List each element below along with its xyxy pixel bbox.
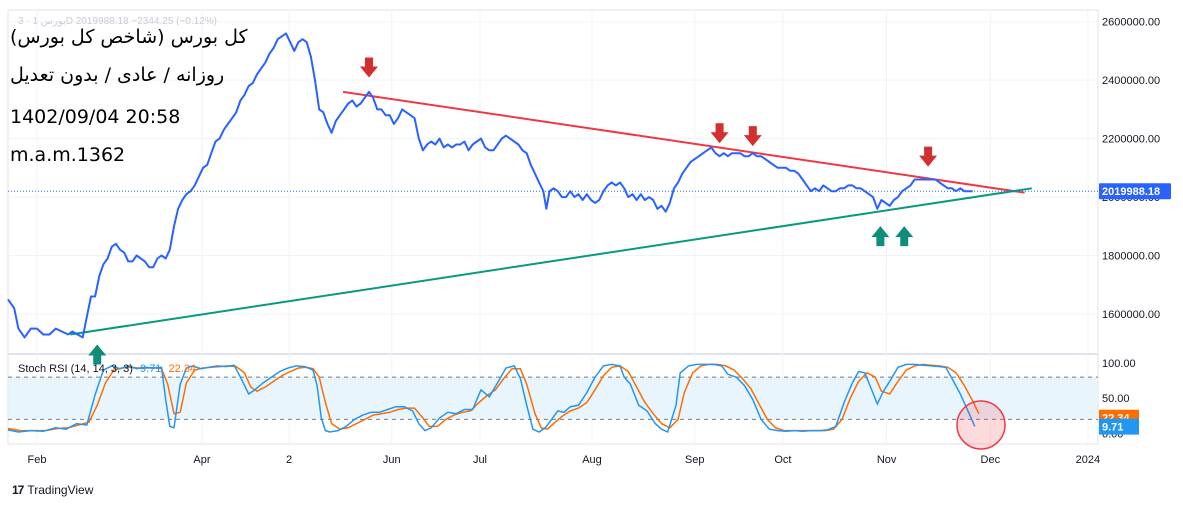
time-tick-label: Jun bbox=[383, 454, 401, 466]
resistance-trendline bbox=[342, 90, 1025, 194]
tradingview-brand[interactable]: 17 TradingView bbox=[12, 483, 93, 497]
chart-subtitle: روزانه / عادی / بدون تعدیل bbox=[10, 64, 225, 86]
time-tick-label: 2 bbox=[286, 454, 292, 466]
stoch-d-legend-value: 22.34 bbox=[168, 363, 197, 375]
up-arrow-icon bbox=[871, 226, 890, 247]
price-tick-label: 2200000.00 bbox=[1102, 134, 1160, 146]
tradingview-logo-icon: 17 bbox=[12, 483, 24, 497]
time-tick-label: Nov bbox=[877, 454, 897, 466]
time-tick-label: Dec bbox=[981, 454, 1001, 466]
stoch-k-tag bbox=[1099, 418, 1139, 435]
price-line bbox=[7, 32, 973, 339]
time-tick-label: Oct bbox=[774, 454, 791, 466]
stoch-k-tag-label: 9.71 bbox=[1102, 422, 1123, 434]
time-tick-label: Feb bbox=[28, 454, 47, 466]
time-tick-label: Apr bbox=[193, 454, 210, 466]
time-tick-label: Jul bbox=[473, 454, 487, 466]
chart-author: m.a.m.1362 bbox=[10, 144, 126, 166]
tradingview-brand-name: TradingView bbox=[27, 483, 94, 497]
chart-datetime: 1402/09/04 20:58 bbox=[10, 106, 181, 128]
stoch-rsi-title: Stoch RSI (14, 14, 3, 3) bbox=[18, 363, 133, 375]
price-tick-label: 2600000.00 bbox=[1102, 17, 1160, 29]
stoch-rsi-legend[interactable]: Stoch RSI (14, 14, 3, 3) 9.71 22.34 bbox=[18, 363, 196, 375]
up-arrow-icon bbox=[88, 344, 107, 365]
down-arrow-icon bbox=[743, 126, 762, 147]
support-trendline bbox=[70, 187, 1032, 336]
stoch-tick-label: 50.00 bbox=[1102, 393, 1130, 405]
stoch-k-legend-value: 9.71 bbox=[140, 363, 162, 375]
symbol-legend: بورس 1 · 3D 2019988.18 −2344.25 (−0.12%) bbox=[18, 16, 218, 27]
chart-title: (کل بورس (شاخص کل بورس bbox=[10, 26, 248, 48]
time-tick-label: Sep bbox=[685, 454, 705, 466]
up-arrow-icon bbox=[895, 226, 914, 247]
highlight-circle bbox=[956, 400, 1006, 450]
down-arrow-icon bbox=[359, 57, 378, 78]
stoch-k-line bbox=[7, 363, 976, 434]
last-price-tag-label: 2019988.18 bbox=[1102, 186, 1160, 198]
time-tick-label: 2024 bbox=[1076, 454, 1100, 466]
down-arrow-icon bbox=[710, 123, 729, 144]
price-tick-label: 1600000.00 bbox=[1102, 309, 1160, 321]
time-tick-label: Aug bbox=[582, 454, 602, 466]
stoch-tick-label: 100.00 bbox=[1102, 358, 1136, 370]
down-arrow-icon bbox=[919, 146, 938, 167]
price-tick-label: 1800000.00 bbox=[1102, 251, 1160, 263]
price-tick-label: 2400000.00 bbox=[1102, 75, 1160, 87]
stoch-band-fill bbox=[8, 377, 1098, 420]
last-price-tag bbox=[1099, 183, 1171, 200]
